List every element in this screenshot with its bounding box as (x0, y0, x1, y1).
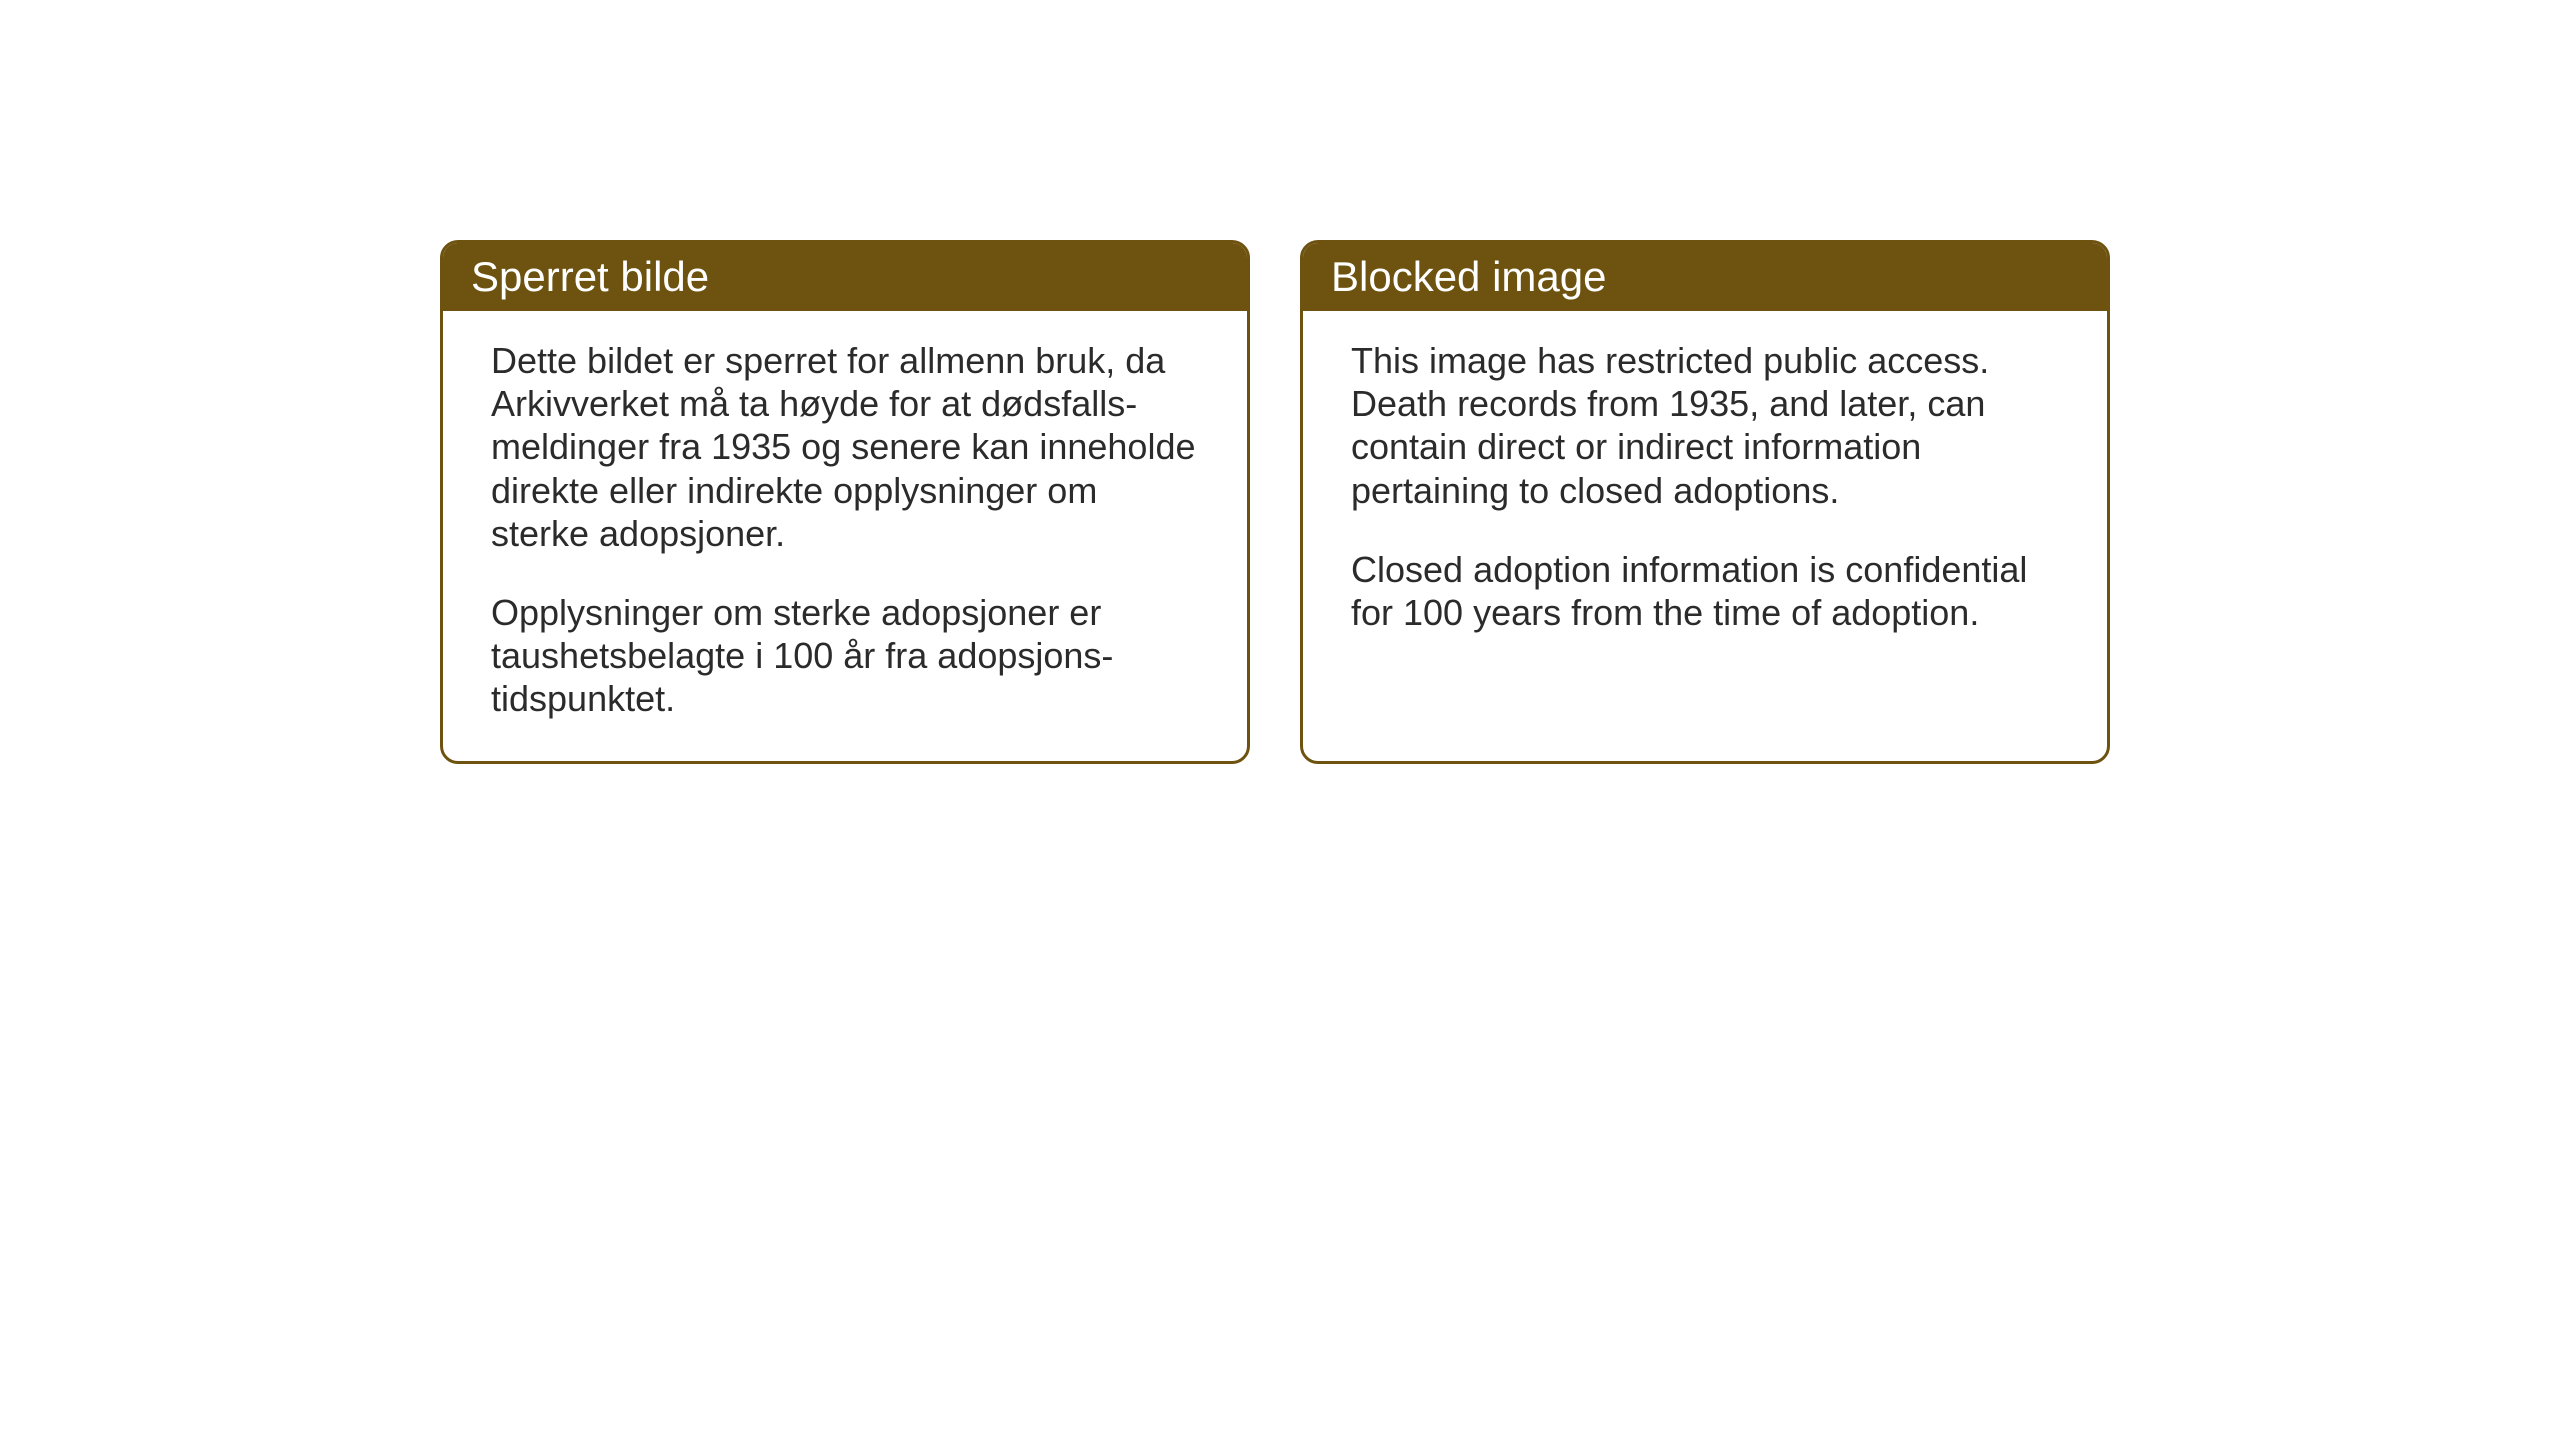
card-norwegian-paragraph-2: Opplysninger om sterke adopsjoner er tau… (491, 591, 1199, 721)
card-english-paragraph-2: Closed adoption information is confident… (1351, 548, 2059, 634)
cards-container: Sperret bilde Dette bildet er sperret fo… (440, 240, 2110, 764)
card-norwegian-header: Sperret bilde (443, 243, 1247, 311)
card-norwegian-body: Dette bildet er sperret for allmenn bruk… (443, 311, 1247, 761)
card-english-title: Blocked image (1331, 253, 1606, 300)
card-norwegian: Sperret bilde Dette bildet er sperret fo… (440, 240, 1250, 764)
card-english-paragraph-1: This image has restricted public access.… (1351, 339, 2059, 512)
card-english-body: This image has restricted public access.… (1303, 311, 2107, 674)
card-norwegian-title: Sperret bilde (471, 253, 709, 300)
card-english: Blocked image This image has restricted … (1300, 240, 2110, 764)
card-norwegian-paragraph-1: Dette bildet er sperret for allmenn bruk… (491, 339, 1199, 555)
card-english-header: Blocked image (1303, 243, 2107, 311)
